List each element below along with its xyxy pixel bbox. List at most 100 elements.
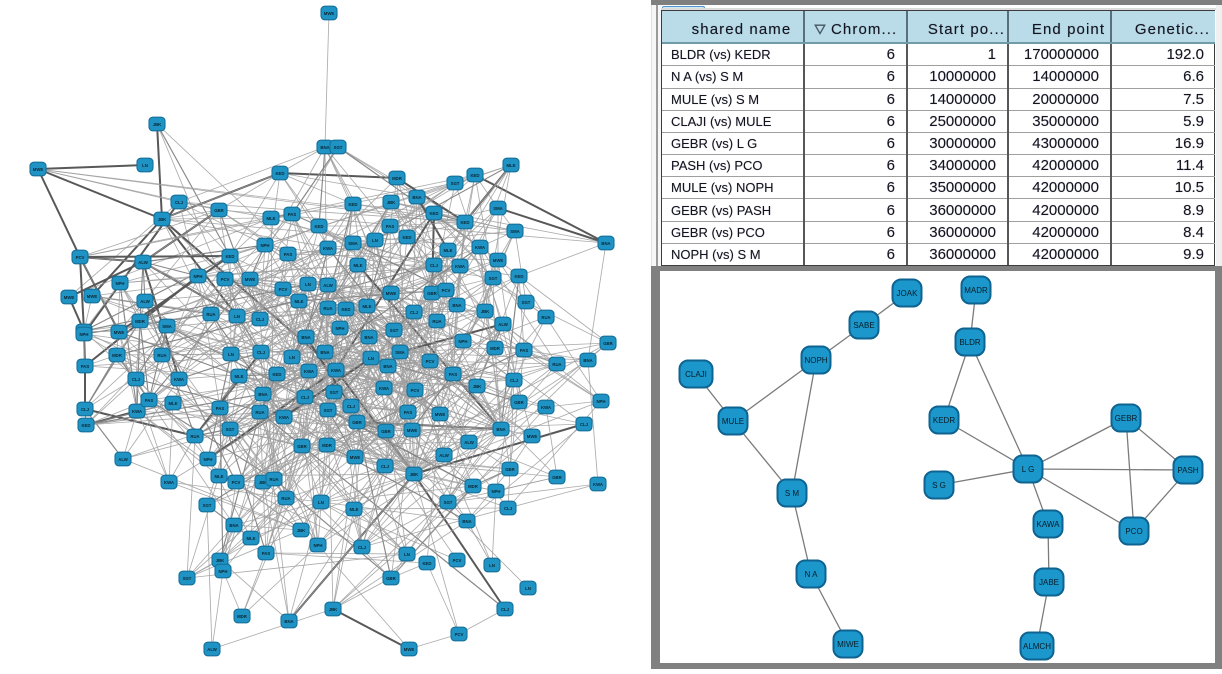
- svg-text:MWE: MWE: [407, 428, 418, 433]
- svg-text:N A: N A: [805, 570, 819, 579]
- svg-text:NPH: NPH: [79, 332, 88, 337]
- svg-text:PCV: PCV: [76, 255, 85, 260]
- svg-text:KWA: KWA: [541, 405, 551, 410]
- svg-text:KWA: KWA: [331, 368, 341, 373]
- svg-text:NPH: NPH: [115, 281, 124, 286]
- svg-text:KWA: KWA: [379, 386, 389, 391]
- svg-text:SGT: SGT: [489, 276, 498, 281]
- svg-text:GBR: GBR: [386, 576, 396, 581]
- svg-text:GBR: GBR: [603, 341, 613, 346]
- svg-text:S G: S G: [932, 481, 946, 490]
- svg-text:PCV: PCV: [426, 359, 435, 364]
- svg-text:L G: L G: [1022, 465, 1035, 474]
- svg-text:SGT: SGT: [390, 328, 399, 333]
- svg-text:MWE: MWE: [64, 295, 75, 300]
- svg-text:KWA: KWA: [164, 480, 174, 485]
- svg-text:KED: KED: [272, 372, 281, 377]
- svg-text:BNA: BNA: [320, 145, 329, 150]
- svg-text:LN: LN: [525, 586, 531, 591]
- svg-text:MLE: MLE: [349, 507, 358, 512]
- svg-text:PAS: PAS: [386, 224, 395, 229]
- svg-text:MWE: MWE: [404, 647, 415, 652]
- svg-text:CLJ: CLJ: [381, 464, 390, 469]
- svg-text:CLJ: CLJ: [256, 317, 265, 322]
- svg-text:BNA: BNA: [364, 335, 373, 340]
- svg-text:CLJ: CLJ: [358, 545, 367, 550]
- svg-text:KED: KED: [402, 235, 411, 240]
- svg-text:JBK: JBK: [158, 217, 167, 222]
- svg-text:GBR: GBR: [297, 444, 307, 449]
- svg-text:RUA: RUA: [157, 353, 166, 358]
- svg-text:KWA: KWA: [455, 264, 465, 269]
- svg-text:MDR: MDR: [112, 353, 123, 358]
- svg-text:PAS: PAS: [284, 252, 293, 257]
- svg-text:KAWA: KAWA: [1037, 520, 1061, 529]
- svg-text:PCV: PCV: [442, 288, 451, 293]
- svg-text:NPH: NPH: [335, 326, 344, 331]
- svg-text:KED: KED: [514, 274, 523, 279]
- svg-text:JBK: JBK: [329, 607, 338, 612]
- svg-text:GEBR: GEBR: [1115, 414, 1138, 423]
- svg-text:LN: LN: [142, 163, 148, 168]
- svg-text:BNA: BNA: [412, 195, 421, 200]
- svg-text:RUA: RUA: [432, 319, 441, 324]
- svg-text:RUA: RUA: [552, 362, 561, 367]
- svg-text:JBK: JBK: [481, 309, 490, 314]
- svg-text:MLE: MLE: [266, 216, 275, 221]
- svg-text:BLDR: BLDR: [959, 338, 981, 347]
- svg-text:CLJ: CLJ: [580, 422, 589, 427]
- svg-text:SGT: SGT: [444, 500, 453, 505]
- svg-text:RUA: RUA: [323, 306, 332, 311]
- svg-text:KWA: KWA: [132, 409, 142, 414]
- svg-text:BNA: BNA: [284, 619, 293, 624]
- svg-text:BNA: BNA: [583, 358, 592, 363]
- svg-text:KED: KED: [470, 173, 479, 178]
- svg-text:MDR: MDR: [135, 319, 146, 324]
- svg-text:BNA: BNA: [258, 392, 267, 397]
- svg-text:RUA: RUA: [206, 312, 215, 317]
- svg-text:KWA: KWA: [593, 482, 603, 487]
- svg-text:CLJ: CLJ: [430, 263, 439, 268]
- svg-text:CLJ: CLJ: [347, 404, 356, 409]
- svg-text:NOPH: NOPH: [804, 356, 827, 365]
- svg-text:MLE: MLE: [443, 248, 452, 253]
- svg-text:JBK: JBK: [297, 528, 306, 533]
- svg-text:PAS: PAS: [262, 551, 271, 556]
- svg-text:RUA: RUA: [190, 434, 199, 439]
- svg-text:CLJ: CLJ: [257, 350, 266, 355]
- svg-text:GBR: GBR: [352, 420, 362, 425]
- svg-text:NPH: NPH: [203, 457, 212, 462]
- svg-text:GBR: GBR: [514, 400, 524, 405]
- svg-text:RUA: RUA: [281, 496, 290, 501]
- svg-text:LN: LN: [228, 352, 234, 357]
- svg-text:SMA: SMA: [162, 324, 172, 329]
- svg-text:CLJ: CLJ: [504, 506, 513, 511]
- svg-text:CLJ: CLJ: [510, 378, 519, 383]
- svg-text:LN: LN: [234, 314, 240, 319]
- svg-text:KWA: KWA: [323, 246, 333, 251]
- svg-text:CLJ: CLJ: [410, 310, 419, 315]
- svg-text:MDR: MDR: [322, 443, 333, 448]
- svg-text:PASH: PASH: [1177, 466, 1198, 475]
- svg-text:LN: LN: [305, 282, 311, 287]
- svg-text:SMA: SMA: [395, 350, 405, 355]
- svg-text:PCV: PCV: [221, 277, 230, 282]
- svg-text:KED: KED: [460, 220, 469, 225]
- svg-text:NPH: NPH: [313, 543, 322, 548]
- svg-text:SGT: SGT: [203, 503, 212, 508]
- svg-text:SGT: SGT: [226, 427, 235, 432]
- svg-text:KWA: KWA: [279, 415, 289, 420]
- svg-text:MWE: MWE: [350, 455, 361, 460]
- svg-text:GBR: GBR: [381, 429, 391, 434]
- svg-text:RUA: RUA: [541, 315, 550, 320]
- svg-text:PAS: PAS: [81, 364, 90, 369]
- svg-text:JBK: JBK: [473, 384, 482, 389]
- svg-text:SGT: SGT: [334, 145, 343, 150]
- svg-text:BNA: BNA: [452, 303, 461, 308]
- svg-text:CLJ: CLJ: [81, 407, 90, 412]
- svg-text:CLJ: CLJ: [132, 377, 141, 382]
- svg-text:MLE: MLE: [214, 474, 223, 479]
- svg-text:BNA: BNA: [229, 523, 238, 528]
- svg-text:MWE: MWE: [435, 412, 446, 417]
- svg-text:ALW: ALW: [140, 299, 150, 304]
